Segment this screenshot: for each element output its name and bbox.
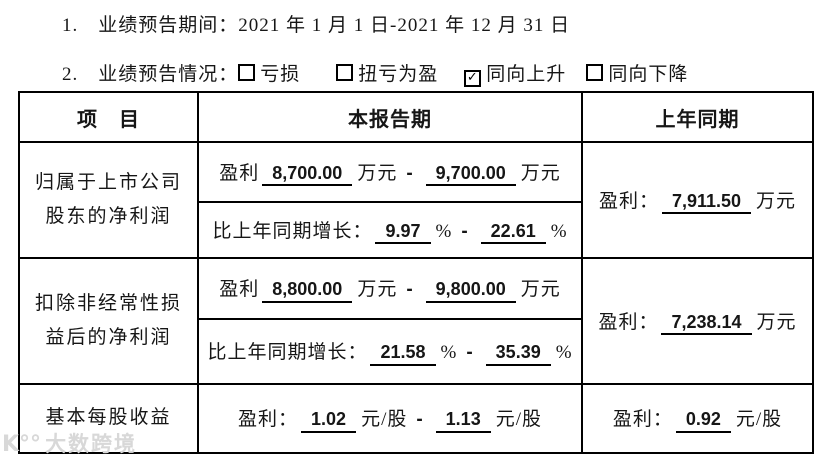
profit-low-unit: 万元 bbox=[357, 279, 398, 301]
item-cell-net-profit-excl: 扣除非经常性损益后的净利润 bbox=[18, 257, 199, 385]
table-row: 归属于上市公司股东的净利润 盈利 8,700.00 万元 -9,700.00 万元 盈利… bbox=[18, 141, 814, 259]
growth-cell: 比上年同期增长： 9.97% -22.61% bbox=[197, 201, 583, 259]
growth-high-value: 35.39 bbox=[485, 341, 551, 366]
profit-low-value: 8,700.00 bbox=[262, 162, 353, 187]
profit-high-unit: 万元 bbox=[520, 279, 561, 301]
forecast-type-line: 2. 业绩预告情况： 亏损 扭亏为盈 ✓ 同向上升 同向下降 bbox=[62, 59, 688, 87]
checkbox-unchecked-icon[interactable] bbox=[586, 64, 604, 81]
profit-prefix: 盈利 bbox=[219, 162, 260, 184]
checkbox-checked-icon[interactable]: ✓ bbox=[464, 70, 482, 87]
current-profit-cell: 盈利： 1.02 元/股 -1.13 元/股 bbox=[197, 383, 583, 454]
range-dash: - bbox=[461, 220, 469, 242]
prior-profit-cell: 盈利： 0.92 元/股 bbox=[581, 383, 814, 454]
col-header-item: 项 目 bbox=[18, 91, 199, 143]
growth-high-value: 22.61 bbox=[480, 220, 546, 245]
growth-high-unit: % bbox=[555, 342, 573, 364]
table-row: 比上年同期增长： 21.58% -35.39% bbox=[19, 318, 813, 385]
growth-low-value: 21.58 bbox=[370, 341, 436, 366]
item-cell-basic-eps: 基本每股收益 bbox=[18, 383, 199, 454]
option-same-direction-up-label: 同向上升 bbox=[486, 64, 567, 85]
forecast-type-label: 业绩预告情况： bbox=[98, 64, 239, 85]
range-dash: - bbox=[416, 409, 424, 431]
watermark: K°° 大数跨境 bbox=[2, 428, 137, 458]
table-row: 基本每股收益 盈利： 1.02 元/股 -1.13 元/股 盈利： 0.92 元/股 bbox=[18, 383, 814, 454]
prior-profit-cell: 盈利： 7,911.50 万元 bbox=[581, 141, 814, 259]
prior-prefix: 盈利： bbox=[598, 190, 659, 212]
prior-unit: 万元 bbox=[756, 190, 797, 212]
item-label: 基本每股收益 bbox=[45, 407, 172, 429]
current-profit-cell: 盈利 8,700.00 万元 -9,700.00 万元 bbox=[197, 141, 583, 203]
range-dash: - bbox=[406, 162, 414, 184]
checkbox-unchecked-icon[interactable] bbox=[336, 64, 354, 81]
current-profit-cell: 盈利 8,800.00 万元 -9,800.00 万元 bbox=[197, 257, 583, 320]
checkbox-unchecked-icon[interactable] bbox=[238, 64, 256, 81]
prior-prefix: 盈利： bbox=[598, 311, 659, 333]
profit-high-unit: 万元 bbox=[520, 162, 561, 184]
table-row: 扣除非经常性损益后的净利润 盈利 8,800.00 万元 -9,800.00 万元 盈利… bbox=[18, 257, 814, 385]
growth-cell: 比上年同期增长： 21.58% -35.39% bbox=[197, 318, 583, 385]
growth-low-value: 9.97 bbox=[375, 220, 431, 245]
forecast-period-line: 1. 业绩预告期间：2021 年 1 月 1 日-2021 年 12 月 31 日 bbox=[62, 10, 570, 37]
profit-high-unit: 元/股 bbox=[495, 409, 542, 431]
growth-prefix: 比上年同期增长： bbox=[207, 342, 368, 364]
prior-profit-cell: 盈利： 7,238.14 万元 bbox=[581, 257, 814, 385]
profit-low-unit: 元/股 bbox=[361, 409, 408, 431]
item-label: 扣除非经常性损益后的净利润 bbox=[34, 292, 182, 348]
prior-value: 7,238.14 bbox=[661, 311, 752, 336]
option-turnaround: 扭亏为盈 bbox=[336, 59, 438, 86]
growth-high-unit: % bbox=[550, 220, 568, 242]
prior-unit: 元/股 bbox=[735, 409, 783, 431]
option-loss: 亏损 bbox=[238, 59, 300, 86]
prior-value: 7,911.50 bbox=[661, 190, 752, 215]
option-loss-label: 亏损 bbox=[260, 64, 301, 85]
range-dash: - bbox=[406, 279, 414, 301]
option-same-direction-down-label: 同向下降 bbox=[608, 64, 689, 85]
forecast-period-value: 2021 年 1 月 1 日-2021 年 12 月 31 日 bbox=[238, 15, 571, 36]
growth-low-unit: % bbox=[435, 220, 453, 242]
profit-low-value: 8,800.00 bbox=[262, 278, 353, 303]
option-turnaround-label: 扭亏为盈 bbox=[358, 64, 439, 85]
growth-prefix: 比上年同期增长： bbox=[212, 220, 373, 242]
col-header-current-period: 本报告期 bbox=[197, 91, 583, 143]
profit-low-unit: 万元 bbox=[357, 162, 398, 184]
profit-prefix: 盈利： bbox=[238, 409, 299, 431]
table-row: 比上年同期增长： 9.97% -22.61% bbox=[19, 201, 813, 259]
item-label: 归属于上市公司股东的净利润 bbox=[34, 171, 182, 227]
forecast-period-label: 业绩预告期间： bbox=[98, 15, 239, 36]
check-mark-icon: ✓ bbox=[466, 70, 479, 85]
col-header-prior-period: 上年同期 bbox=[581, 91, 814, 143]
forecast-table: 项 目 本报告期 上年同期 归属于上市公司股东的净利润 盈利 8,700.00 万元… bbox=[18, 91, 814, 454]
profit-high-value: 9,700.00 bbox=[425, 162, 516, 187]
watermark-logo-icon: K°° bbox=[2, 432, 42, 457]
prior-prefix: 盈利： bbox=[612, 409, 673, 431]
watermark-text: 大数跨境 bbox=[45, 432, 138, 456]
list-number-2: 2. bbox=[62, 64, 79, 85]
profit-low-value: 1.02 bbox=[301, 408, 357, 433]
profit-prefix: 盈利 bbox=[219, 279, 260, 301]
prior-unit: 万元 bbox=[756, 311, 797, 333]
option-same-direction-up: ✓ 同向上升 bbox=[464, 59, 566, 87]
profit-high-value: 1.13 bbox=[435, 408, 491, 433]
profit-high-value: 9,800.00 bbox=[425, 278, 516, 303]
option-same-direction-down: 同向下降 bbox=[586, 59, 688, 86]
growth-low-unit: % bbox=[440, 342, 458, 364]
prior-value: 0.92 bbox=[675, 408, 731, 433]
list-number-1: 1. bbox=[62, 15, 79, 36]
item-cell-net-profit: 归属于上市公司股东的净利润 bbox=[18, 141, 199, 259]
range-dash: - bbox=[466, 342, 474, 364]
table-header-row: 项 目 本报告期 上年同期 bbox=[18, 91, 814, 143]
